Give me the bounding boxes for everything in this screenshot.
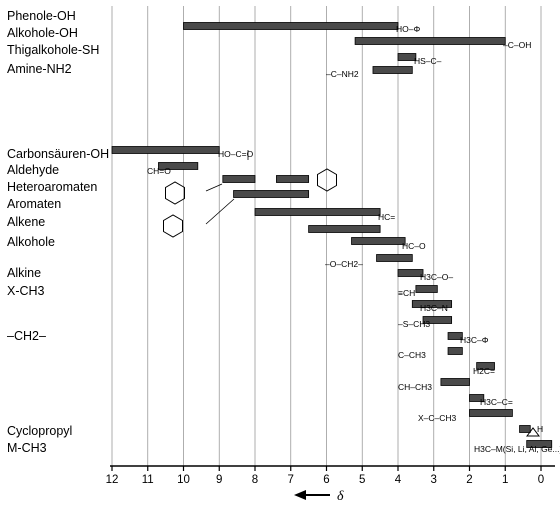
group-label: M-CH3 <box>7 441 47 455</box>
connector-line <box>205 183 223 192</box>
tick-label: 12 <box>106 474 119 486</box>
range-bar <box>308 225 381 233</box>
range-bar <box>476 362 495 370</box>
group-annotation: H3C–Φ <box>460 335 489 345</box>
group-label: Aromaten <box>7 197 61 211</box>
group-label: Amine-NH2 <box>7 62 72 76</box>
gridlines <box>111 6 542 466</box>
group-annotation: H3C–C= <box>480 397 513 407</box>
group-annotation: HC–O <box>402 241 426 251</box>
tick-label: 7 <box>288 474 294 486</box>
group-annotation: –S–CH3 <box>398 319 430 329</box>
range-bar <box>469 409 513 417</box>
range-bar <box>447 347 463 355</box>
range-bar <box>411 300 453 308</box>
group-label: Alkene <box>7 215 45 229</box>
tick-label: 4 <box>395 474 402 486</box>
range-bar <box>372 66 413 74</box>
range-bar <box>276 175 310 183</box>
group-annotation: –C–NH2 <box>326 69 359 79</box>
group-annotation: –C–OH <box>503 40 531 50</box>
range-bar <box>397 53 417 61</box>
group-annotation: CH–CH3 <box>398 382 432 392</box>
range-bar <box>183 22 399 30</box>
tick-label: 11 <box>142 474 154 486</box>
group-label: Cyclopropyl <box>7 424 72 438</box>
group-labels: Phenole-OH Alkohole-OH Thigalkohole-SH Amin… <box>7 9 109 455</box>
group-label: X-CH3 <box>7 284 45 298</box>
group-label: Heteroaromaten <box>7 180 97 194</box>
group-annotation: H3C–N <box>420 303 448 313</box>
group-annotation: –O–CH2– <box>325 259 363 269</box>
structure-drawings <box>163 150 540 437</box>
range-bar <box>158 162 199 170</box>
tick-label: 2 <box>466 474 472 486</box>
connector-line <box>205 198 235 225</box>
group-label: Phenole-OH <box>7 9 76 23</box>
delta-arrow-head <box>294 490 306 500</box>
group-annotation: ≡CH <box>398 288 415 298</box>
group-annotation: C–CH3 <box>398 350 426 360</box>
group-annotation: H <box>537 424 543 434</box>
range-bar <box>254 208 381 216</box>
group-label: Thigalkohole-SH <box>7 43 99 57</box>
range-bar <box>354 37 506 45</box>
tick-label: 10 <box>177 474 190 486</box>
tick-label: 6 <box>323 474 329 486</box>
range-bar <box>397 269 424 277</box>
group-annotation: HO–Φ <box>396 24 420 34</box>
group-label: –CH2– <box>7 329 46 343</box>
range-bar <box>519 425 531 433</box>
range-bar <box>111 146 220 154</box>
group-annotation: H3C–M(Si, Li, Al, Ge...) <box>474 444 560 454</box>
benzene-ring <box>163 214 183 238</box>
range-bar <box>440 378 470 386</box>
range-bar <box>469 394 485 402</box>
group-annotation: CH=O <box>147 166 171 176</box>
pyridine-ring <box>317 168 337 192</box>
tick-label: 1 <box>502 474 508 486</box>
tick-label: 0 <box>538 474 544 486</box>
tick-label: 5 <box>359 474 365 486</box>
range-bar <box>222 175 256 183</box>
group-annotation: H2C= <box>473 366 495 376</box>
range-bar <box>376 254 413 262</box>
group-label: Alkohole-OH <box>7 26 78 40</box>
group-annotation: H3C–O– <box>420 272 453 282</box>
group-label: Alkine <box>7 266 41 280</box>
group-label: Alkohole <box>7 235 55 249</box>
x-axis-title: δ <box>337 489 344 504</box>
pyridine-ring <box>165 181 185 205</box>
range-bar <box>415 285 438 293</box>
cyclopropyl-ring <box>526 427 540 437</box>
group-label: Carbonsäuren-OH <box>7 147 109 161</box>
range-bars <box>111 22 553 448</box>
x-axis: 12 11 10 9 8 7 6 5 4 3 2 1 0δ <box>106 465 555 504</box>
range-bar <box>351 237 406 245</box>
range-bar <box>422 316 453 324</box>
group-annotation: HC= <box>378 212 395 222</box>
tick-label: 3 <box>431 474 437 486</box>
group-annotation: HS–C– <box>414 56 442 66</box>
range-bar <box>233 190 310 198</box>
tick-label: 9 <box>216 474 222 486</box>
annotations: HO–Φ –C–OH HS–C– –C–NH2 HO–C=O CH=O HC= HC–O –O–… <box>147 24 560 454</box>
group-label: Aldehyde <box>7 163 59 177</box>
range-bar <box>526 440 553 448</box>
group-annotation: X–C–CH3 <box>418 413 457 423</box>
tick-label: 8 <box>252 474 258 486</box>
group-annotation: HO–C=O <box>218 149 254 159</box>
range-bar <box>447 332 463 340</box>
